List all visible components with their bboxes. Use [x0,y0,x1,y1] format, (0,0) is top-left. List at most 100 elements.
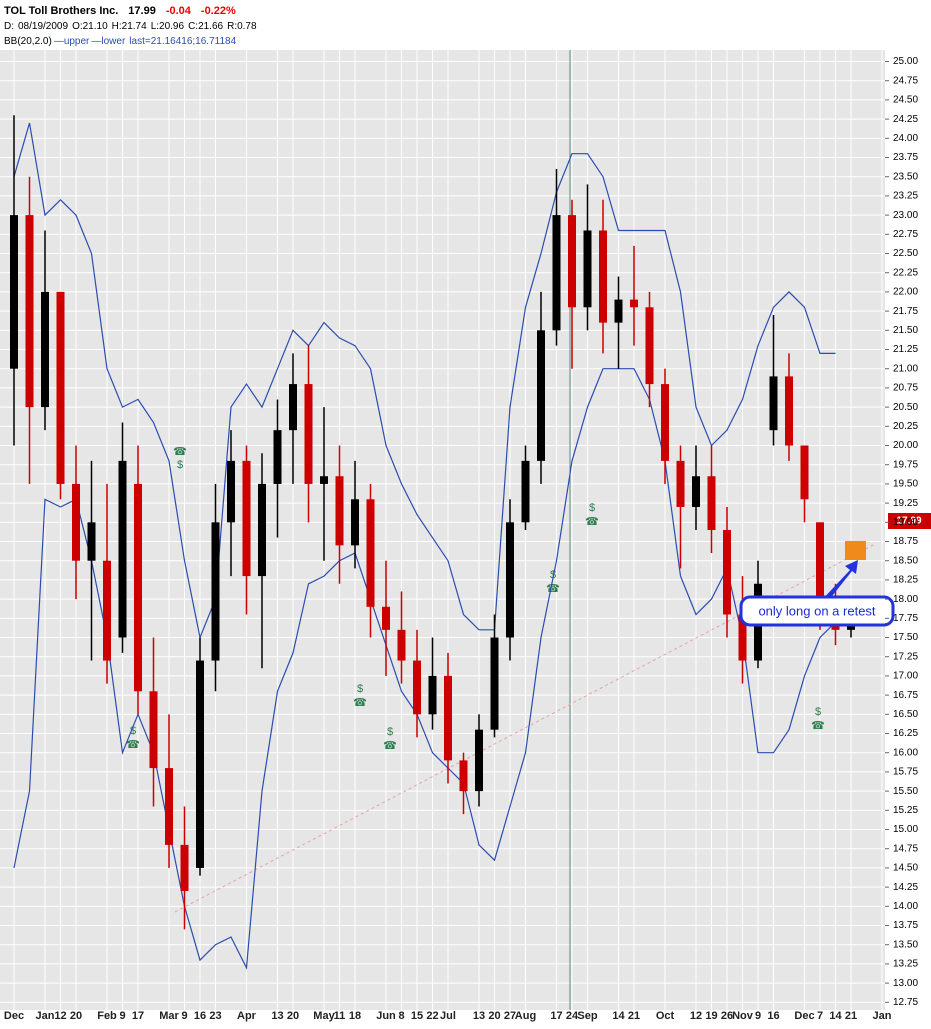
event-icon: ☎ [585,516,599,528]
y-tick-label: 14.25 [893,882,918,893]
x-tick-label: 16 [767,1010,779,1022]
event-icons: ☎ $ $ ☎ $ ☎ $ ☎ $ ☎ $ ☎ $ ☎ [126,446,825,752]
x-tick-label: Jul [440,1010,456,1022]
x-tick-label: 11 [334,1010,346,1022]
candle-body [475,729,483,792]
candle-body [242,460,251,577]
x-tick-label: 20 [488,1010,500,1022]
y-tick-label: 13.00 [893,978,918,989]
chart-title: TOL Toll Brothers Inc. 17.99 -0.04 -0.22% [4,5,236,17]
x-tick-label: 15 [411,1010,423,1022]
x-tick-label: Jan [873,1010,892,1022]
candle-body [444,675,452,761]
y-tick-label: 23.00 [893,210,918,221]
x-tick-label: Nov [732,1010,754,1022]
price-tag [888,513,931,529]
candle-body [180,844,189,891]
x-tick-label: Oct [656,1010,675,1022]
last-price: 17.99 [128,5,156,17]
candle-body [273,430,282,484]
info-item: 08/19/2009 [18,21,68,32]
candle-body [56,291,65,484]
candle-body [583,230,592,308]
candle-body [211,522,220,661]
candle-body [552,215,561,331]
y-tick-label: 23.25 [893,191,918,202]
candle-body [630,299,638,308]
event-icon: ☎ [126,739,140,751]
x-tick-label: 21 [845,1010,857,1022]
y-tick-label: 17.00 [893,671,918,682]
candle-body [25,215,34,408]
candle-body [134,483,142,692]
event-icon: ☎ [546,583,560,595]
x-tick-label: 13 [473,1010,485,1022]
candle-body [382,606,390,630]
info-item: L:20.96 [151,21,185,32]
y-tick-label: 19.75 [893,459,918,470]
y-tick-label: 21.25 [893,344,918,355]
candle-body [599,230,607,323]
x-tick-label: 26 [721,1010,733,1022]
x-tick-label: 21 [628,1010,640,1022]
candle-body [723,530,731,615]
candle-body [304,384,313,484]
candle-body [351,499,359,546]
candle-body [568,215,576,308]
y-tick-label: 21.00 [893,363,918,374]
candle-body [692,476,700,507]
plot-area [0,50,885,1010]
x-tick-label: 18 [349,1010,361,1022]
y-tick-label: 19.25 [893,498,918,509]
candle-body [816,522,824,600]
info-item: O:21.10 [72,21,108,32]
legend-upper: — [54,36,64,47]
info-item: D: [4,21,14,32]
candle-body [521,460,530,523]
x-tick-label: 20 [287,1010,299,1022]
x-tick-label: Dec [4,1010,24,1022]
y-tick-label: 15.75 [893,767,918,778]
x-tick-label: 20 [70,1010,82,1022]
x-tick-label: 16 [194,1010,206,1022]
event-icon: $ [589,502,595,514]
y-tick-label: 17.75 [893,613,918,624]
x-tick-label: Mar [159,1010,179,1022]
y-tick-label: 22.75 [893,229,918,240]
candle-body [428,675,437,715]
candle-body [335,476,344,546]
y-tick-label: 20.25 [893,421,918,432]
x-tick-label: 22 [426,1010,438,1022]
candle-body [165,768,173,845]
y-tick-label: 24.00 [893,133,918,144]
y-tick-label: 18.50 [893,555,918,566]
x-tick-label: 14 [612,1010,625,1022]
y-tick-label: 20.50 [893,402,918,413]
y-tick-label: 20.75 [893,383,918,394]
x-tick-label: 9 [755,1010,761,1022]
candle-body [118,460,127,638]
y-tick-label: 13.75 [893,920,918,931]
event-icon: ☎ [353,697,367,709]
candle-body [506,522,514,638]
price-tag-label: 17.99 [896,516,921,527]
y-tick-label: 14.75 [893,843,918,854]
candle-body [800,445,809,500]
candle-body [397,629,406,661]
y-tick-label: 14.50 [893,863,918,874]
candle-body [289,384,297,431]
y-tick-label: 15.25 [893,805,918,816]
candle-body [72,483,80,561]
y-tick-label: 15.00 [893,824,918,835]
info-item: C:21.66 [188,21,223,32]
x-tick-label: 23 [209,1010,221,1022]
y-tick-label: 16.00 [893,747,918,758]
y-tick-label: 17.50 [893,632,918,643]
band-line [13,122,836,640]
event-icon: $ [387,726,393,738]
y-tick-label: 13.50 [893,939,918,950]
y-tick-label: 15.50 [893,786,918,797]
event-icon: ☎ [383,740,397,752]
